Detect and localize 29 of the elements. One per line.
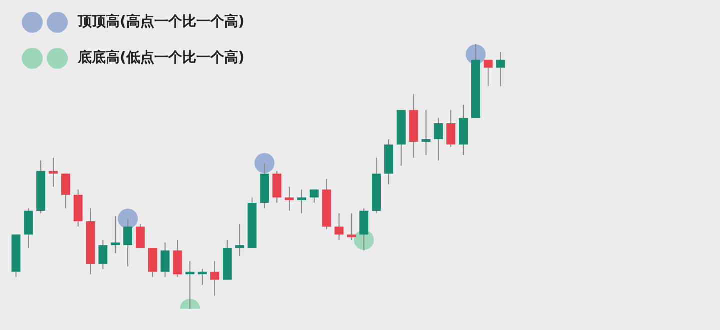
- candlestick: [186, 260, 195, 310]
- candlestick: [347, 213, 356, 241]
- candlestick: [235, 224, 244, 256]
- candlestick: [136, 224, 145, 249]
- candlestick: [160, 242, 170, 278]
- candlestick: [434, 118, 444, 162]
- candlestick: [24, 208, 34, 249]
- point: [254, 153, 275, 174]
- legend-label: 底底高(低点一个比一个高): [78, 49, 245, 67]
- candlestick: [310, 189, 319, 204]
- candlestick: [124, 218, 133, 268]
- candlestick: [49, 157, 58, 188]
- candlestick: [210, 260, 220, 296]
- candlestick: [334, 213, 344, 241]
- candlestick: [285, 186, 294, 212]
- point: [118, 208, 138, 229]
- candlestick: [98, 240, 108, 270]
- candlestick: [198, 268, 208, 286]
- candlestick: [446, 110, 456, 148]
- candlestick: [61, 173, 70, 209]
- candlestick: [484, 59, 493, 87]
- candlestick: [272, 170, 282, 204]
- candlestick: [298, 189, 306, 214]
- candlestick: [360, 208, 369, 252]
- candlestick: [173, 240, 182, 278]
- candlestick: [496, 51, 506, 87]
- candlestick: [111, 216, 120, 254]
- legend-label: 顶顶高(高点一个比一个高): [78, 13, 245, 31]
- candlestick: [148, 248, 158, 278]
